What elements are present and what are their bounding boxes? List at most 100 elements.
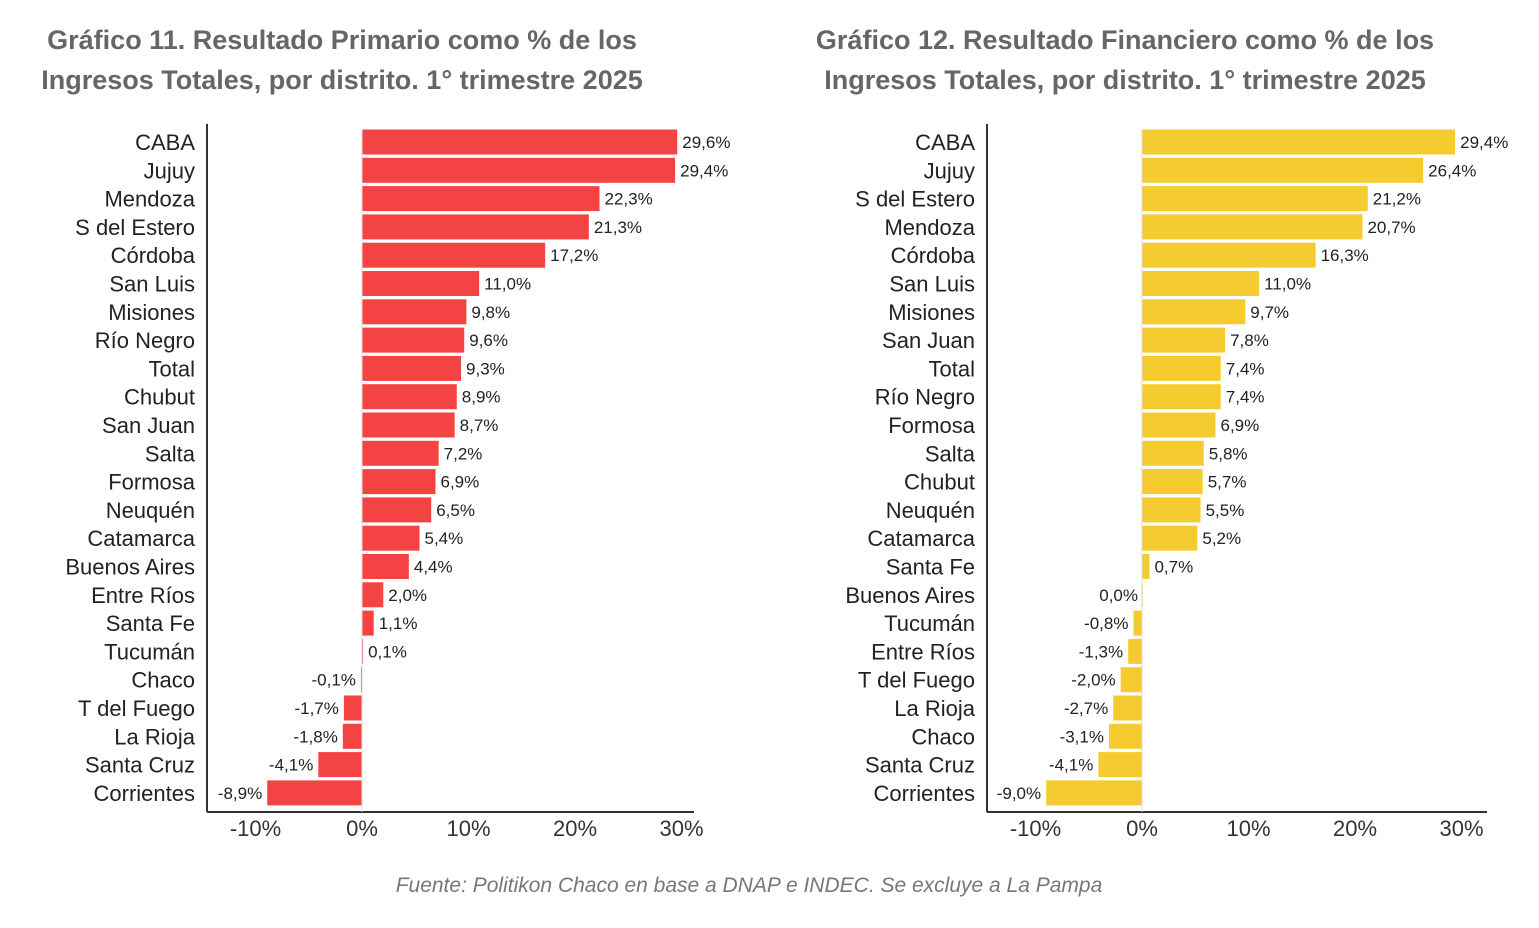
primario-category-label: Mendoza: [104, 187, 195, 212]
primario-category-label: La Rioja: [114, 724, 195, 749]
primario-data-label: 0,1%: [368, 642, 407, 661]
financiero-bar: [1142, 129, 1456, 155]
financiero-bar: [1120, 667, 1142, 693]
financiero-data-label: 21,2%: [1373, 190, 1421, 209]
financiero-data-label: 0,7%: [1154, 558, 1193, 577]
financiero-category-label: S del Estero: [855, 187, 975, 212]
financiero-category-label: Misiones: [888, 300, 975, 325]
primario-bar: [362, 157, 676, 183]
primario-category-label: T del Fuego: [78, 696, 195, 721]
primario-category-label: CABA: [135, 130, 195, 155]
financiero-data-label: -2,7%: [1064, 699, 1108, 718]
primario-bar: [318, 752, 362, 778]
financiero-x-tick-label: 20%: [1333, 816, 1377, 841]
financiero-bar: [1142, 271, 1260, 296]
primario-bar: [362, 186, 600, 212]
financiero-category-label: San Luis: [889, 272, 975, 297]
primario-x-tick-label: -10%: [230, 816, 281, 841]
primario-bar: [362, 497, 432, 523]
primario-category-label: Santa Cruz: [85, 753, 195, 778]
financiero-category-label: Jujuy: [924, 158, 975, 183]
financiero-data-label: 5,5%: [1206, 501, 1245, 520]
financiero-category-label: Santa Fe: [886, 555, 975, 580]
primario-bar: [362, 214, 589, 240]
primario-category-label: San Juan: [102, 413, 195, 438]
financiero-category-label: Catamarca: [867, 526, 975, 551]
primario-data-label: -1,7%: [294, 699, 338, 718]
primario-data-label: 22,3%: [604, 190, 652, 209]
primario-bar: [343, 695, 362, 721]
financiero-bar: [1142, 327, 1226, 353]
financiero-category-label: T del Fuego: [858, 668, 975, 693]
financiero-bar: [1142, 412, 1216, 438]
financiero-data-label: 11,0%: [1264, 275, 1311, 294]
primario-bar: [362, 412, 455, 438]
financiero-x-tick-label: 10%: [1226, 816, 1270, 841]
primario-x-tick-label: 30%: [659, 816, 703, 841]
primario-category-label: Santa Fe: [106, 611, 195, 636]
financiero-bar: [1133, 610, 1142, 636]
primario-bar: [362, 271, 480, 296]
primario-category-label: San Luis: [109, 272, 195, 297]
primario-data-label: 8,7%: [460, 416, 499, 435]
financiero-category-label: Chaco: [911, 724, 975, 749]
financiero-category-label: Santa Cruz: [865, 753, 975, 778]
primario-category-label: Formosa: [108, 470, 196, 495]
financiero-category-label: Entre Ríos: [871, 639, 975, 664]
financiero-category-label: Neuquén: [886, 498, 975, 523]
primario-bar: [362, 327, 465, 353]
chart-title-primario: Gráfico 11. Resultado Primario como % de…: [41, 25, 643, 95]
financiero-bar: [1142, 384, 1221, 410]
financiero-x-tick-label: 30%: [1439, 816, 1483, 841]
financiero-data-label: 29,4%: [1460, 133, 1508, 152]
financiero-category-label: Córdoba: [891, 243, 976, 268]
primario-bar: [362, 610, 374, 636]
financiero-data-label: 7,4%: [1226, 388, 1265, 407]
primario-bar: [362, 525, 420, 551]
primario-bar: [267, 780, 362, 806]
financiero-data-label: 6,9%: [1220, 416, 1259, 435]
financiero-bar: [1142, 440, 1204, 466]
financiero-data-label: 5,7%: [1208, 473, 1247, 492]
primario-category-label: Corrientes: [94, 781, 195, 806]
primario-category-label: Córdoba: [111, 243, 196, 268]
financiero-category-label: Buenos Aires: [845, 583, 975, 608]
financiero-category-label: CABA: [915, 130, 975, 155]
primario-bar: [362, 440, 439, 466]
primario-bar: [362, 469, 436, 495]
financiero-data-label: -1,3%: [1079, 642, 1123, 661]
financiero-data-label: 0,0%: [1099, 586, 1138, 605]
financiero-data-label: 7,8%: [1230, 331, 1269, 350]
financiero-data-label: 20,7%: [1367, 218, 1415, 237]
primario-category-label: Tucumán: [104, 639, 195, 664]
financiero-category-label: Mendoza: [884, 215, 975, 240]
primario-category-label: Entre Ríos: [91, 583, 195, 608]
primario-bar: [362, 554, 409, 579]
financiero-bar: [1108, 723, 1142, 749]
financiero-bar: [1142, 525, 1198, 551]
financiero-bar: [1142, 157, 1424, 183]
primario-bar: [362, 638, 364, 664]
primario-data-label: 1,1%: [379, 614, 418, 633]
primario-category-label: Buenos Aires: [65, 555, 195, 580]
primario-data-label: 21,3%: [594, 218, 642, 237]
financiero-data-label: 7,4%: [1226, 359, 1265, 378]
chart-title-financiero: Gráfico 12. Resultado Financiero como % …: [815, 25, 1435, 95]
financiero-bar: [1046, 780, 1142, 806]
financiero-bar: [1113, 695, 1142, 721]
primario-bar: [362, 242, 546, 268]
financiero-data-label: 5,8%: [1209, 444, 1248, 463]
primario-data-label: 4,4%: [414, 558, 453, 577]
financiero-bar: [1142, 469, 1203, 495]
financiero-bar: [1142, 554, 1150, 579]
primario-bar: [362, 129, 678, 155]
primario-data-label: 11,0%: [484, 275, 531, 294]
primario-category-label: Misiones: [108, 300, 195, 325]
primario-category-label: Total: [149, 356, 195, 381]
primario-category-label: Chaco: [131, 668, 195, 693]
primario-data-label: 7,2%: [444, 444, 483, 463]
primario-bar: [342, 723, 362, 749]
financiero-bar: [1142, 186, 1368, 212]
financiero-category-label: Chubut: [904, 470, 975, 495]
primario-category-label: Neuquén: [106, 498, 195, 523]
